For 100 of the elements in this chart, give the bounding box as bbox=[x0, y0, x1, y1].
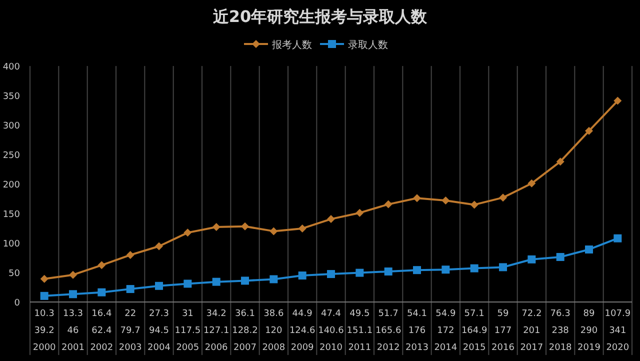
legend-label: 录取人数 bbox=[348, 40, 388, 51]
data-label: 13.3 bbox=[62, 309, 84, 319]
point bbox=[98, 288, 106, 296]
y-tick-label: 150 bbox=[2, 210, 20, 220]
data-label: 290 bbox=[580, 326, 598, 336]
point bbox=[356, 268, 364, 277]
x-tick-label: 2002 bbox=[90, 343, 114, 353]
y-tick-label: 200 bbox=[2, 180, 20, 190]
data-label: 128.2 bbox=[232, 326, 258, 336]
x-tick-label: 2003 bbox=[118, 343, 142, 353]
y-tick-label: 250 bbox=[2, 151, 20, 161]
point bbox=[528, 179, 536, 188]
x-tick-label: 2020 bbox=[606, 343, 630, 353]
data-label: 165.6 bbox=[375, 326, 402, 336]
data-label: 46 bbox=[67, 326, 79, 336]
x-tick-label: 2012 bbox=[376, 343, 400, 353]
point bbox=[384, 267, 392, 276]
data-label: 10.3 bbox=[34, 309, 54, 319]
y-tick-label: 0 bbox=[14, 298, 20, 308]
x-tick-label: 2001 bbox=[62, 343, 84, 353]
x-tick-label: 2005 bbox=[176, 343, 200, 353]
point bbox=[270, 227, 278, 236]
data-label: 79.7 bbox=[120, 326, 140, 336]
point bbox=[69, 270, 77, 279]
x-tick-label: 2015 bbox=[462, 343, 486, 353]
x-tick-label: 2011 bbox=[348, 343, 372, 353]
data-label: 120 bbox=[265, 326, 283, 336]
point bbox=[499, 194, 507, 202]
x-tick-label: 2009 bbox=[290, 343, 314, 353]
y-tick-label: 350 bbox=[2, 92, 20, 102]
data-label: 16.4 bbox=[92, 309, 112, 319]
x-tick-label: 2018 bbox=[548, 343, 572, 353]
chart-title: 近20年研究生报考与录取人数 bbox=[212, 7, 428, 26]
data-label: 164.9 bbox=[461, 326, 488, 336]
y-tick-label: 50 bbox=[8, 269, 20, 279]
point bbox=[241, 276, 249, 285]
data-label: 34.2 bbox=[206, 309, 226, 319]
data-label: 140.6 bbox=[318, 326, 344, 336]
y-tick-label: 400 bbox=[2, 62, 20, 72]
data-label: 31 bbox=[182, 309, 194, 319]
data-label: 59 bbox=[497, 309, 509, 319]
data-label: 201 bbox=[523, 326, 540, 336]
data-label: 47.4 bbox=[320, 309, 342, 319]
point bbox=[40, 292, 48, 300]
x-tick-label: 2016 bbox=[492, 343, 515, 353]
data-label: 27.3 bbox=[148, 309, 170, 319]
point bbox=[442, 266, 450, 274]
data-label: 107.9 bbox=[604, 309, 631, 319]
x-tick-label: 2013 bbox=[406, 343, 428, 353]
data-label: 57.1 bbox=[464, 309, 484, 319]
x-tick-label: 2004 bbox=[148, 343, 171, 353]
point bbox=[499, 263, 507, 272]
data-label: 124.6 bbox=[289, 326, 316, 336]
data-label: 176 bbox=[408, 326, 426, 336]
point bbox=[212, 223, 220, 232]
x-tick-label: 2006 bbox=[204, 343, 228, 353]
point bbox=[327, 215, 335, 224]
data-label: 89 bbox=[583, 309, 595, 319]
point bbox=[528, 255, 536, 264]
data-label: 54.1 bbox=[406, 309, 428, 319]
point bbox=[585, 126, 593, 135]
point bbox=[155, 242, 163, 250]
x-tick-label: 2000 bbox=[32, 343, 56, 353]
y-tick-label: 300 bbox=[2, 122, 20, 132]
data-label: 117.5 bbox=[174, 326, 201, 336]
x-tick-label: 2008 bbox=[262, 343, 286, 353]
data-label: 72.2 bbox=[522, 309, 542, 319]
data-label: 172 bbox=[437, 326, 454, 336]
data-label: 49.5 bbox=[350, 309, 370, 319]
y-tick-label: 100 bbox=[2, 240, 20, 250]
point bbox=[241, 222, 249, 230]
point bbox=[40, 274, 48, 283]
data-label: 76.3 bbox=[550, 309, 570, 319]
data-label: 151.1 bbox=[346, 326, 373, 336]
data-label: 238 bbox=[552, 326, 570, 336]
data-label: 44.9 bbox=[292, 309, 313, 319]
data-label: 177 bbox=[494, 326, 512, 336]
data-label: 38.6 bbox=[264, 309, 284, 319]
x-tick-label: 2007 bbox=[234, 343, 256, 353]
point bbox=[126, 250, 134, 259]
x-tick-label: 2019 bbox=[578, 343, 601, 353]
point bbox=[556, 252, 564, 261]
point bbox=[470, 200, 478, 209]
point bbox=[442, 196, 450, 205]
x-tick-label: 2010 bbox=[320, 343, 343, 353]
point bbox=[98, 261, 106, 270]
data-label: 62.4 bbox=[92, 326, 112, 336]
point bbox=[298, 224, 306, 232]
point bbox=[184, 228, 192, 237]
point bbox=[413, 266, 421, 274]
data-label: 51.7 bbox=[378, 309, 398, 319]
data-label: 39.2 bbox=[34, 326, 54, 336]
point bbox=[155, 282, 163, 290]
point bbox=[614, 234, 622, 242]
x-tick-label: 2014 bbox=[434, 343, 458, 353]
point bbox=[585, 245, 593, 254]
point bbox=[270, 275, 278, 284]
legend-label: 报考人数 bbox=[271, 39, 312, 51]
point bbox=[614, 96, 622, 105]
data-label: 54.9 bbox=[436, 309, 456, 319]
